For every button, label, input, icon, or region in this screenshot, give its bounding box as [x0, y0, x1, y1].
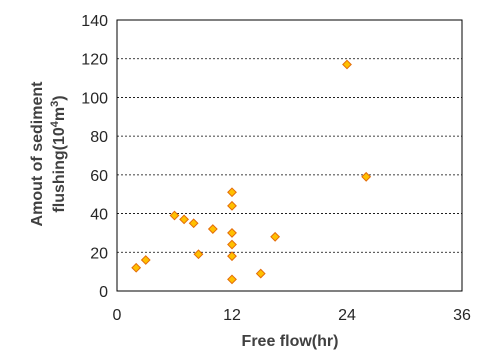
y-tick-label: 140 [81, 13, 108, 30]
y-axis-label-line1: Amout of sediment [29, 81, 46, 227]
data-point [342, 59, 352, 70]
y-tick-label: 100 [81, 90, 108, 107]
y-tick-label: 0 [99, 284, 108, 301]
x-axis-label: Free flow(hr) [242, 333, 339, 350]
data-point [169, 210, 180, 221]
data-point [227, 251, 237, 262]
y-tick-label: 80 [90, 129, 108, 146]
x-tick-label: 12 [223, 307, 241, 324]
data-point [361, 171, 372, 182]
x-tick-labels: 0 12 24 36 [113, 307, 471, 324]
data-point [179, 214, 189, 225]
gridlines [117, 58, 462, 253]
data-point [207, 224, 218, 234]
x-tick-label: 0 [113, 307, 122, 324]
y-axis-label-line2: flushing(104m3) [49, 95, 68, 212]
plot-area [116, 19, 463, 292]
data-point [270, 231, 281, 242]
data-point [227, 200, 237, 211]
data-point [227, 239, 237, 250]
data-point [188, 218, 199, 229]
y-tick-label: 40 [90, 207, 108, 224]
data-point [255, 268, 266, 279]
data-points [131, 59, 372, 285]
y-label-sup-exponent: 4 [49, 120, 61, 127]
data-point [131, 262, 142, 273]
y-tick-label: 20 [90, 245, 108, 262]
data-point [193, 249, 204, 260]
y-label-prefix: flushing(10 [51, 127, 68, 212]
y-tick-label: 120 [81, 52, 108, 69]
data-point [227, 187, 237, 198]
y-label-unit: m [51, 107, 68, 121]
data-point [227, 228, 237, 238]
y-label-suffix: ) [51, 95, 68, 100]
y-tick-label: 60 [90, 168, 108, 185]
data-point [140, 255, 151, 265]
data-point [227, 274, 237, 285]
y-tick-labels: 0 20 40 60 80 100 120 140 [81, 13, 108, 301]
y-label-sup-power: 3 [49, 101, 61, 107]
x-tick-label: 24 [338, 307, 356, 324]
x-tick-label: 36 [453, 307, 471, 324]
